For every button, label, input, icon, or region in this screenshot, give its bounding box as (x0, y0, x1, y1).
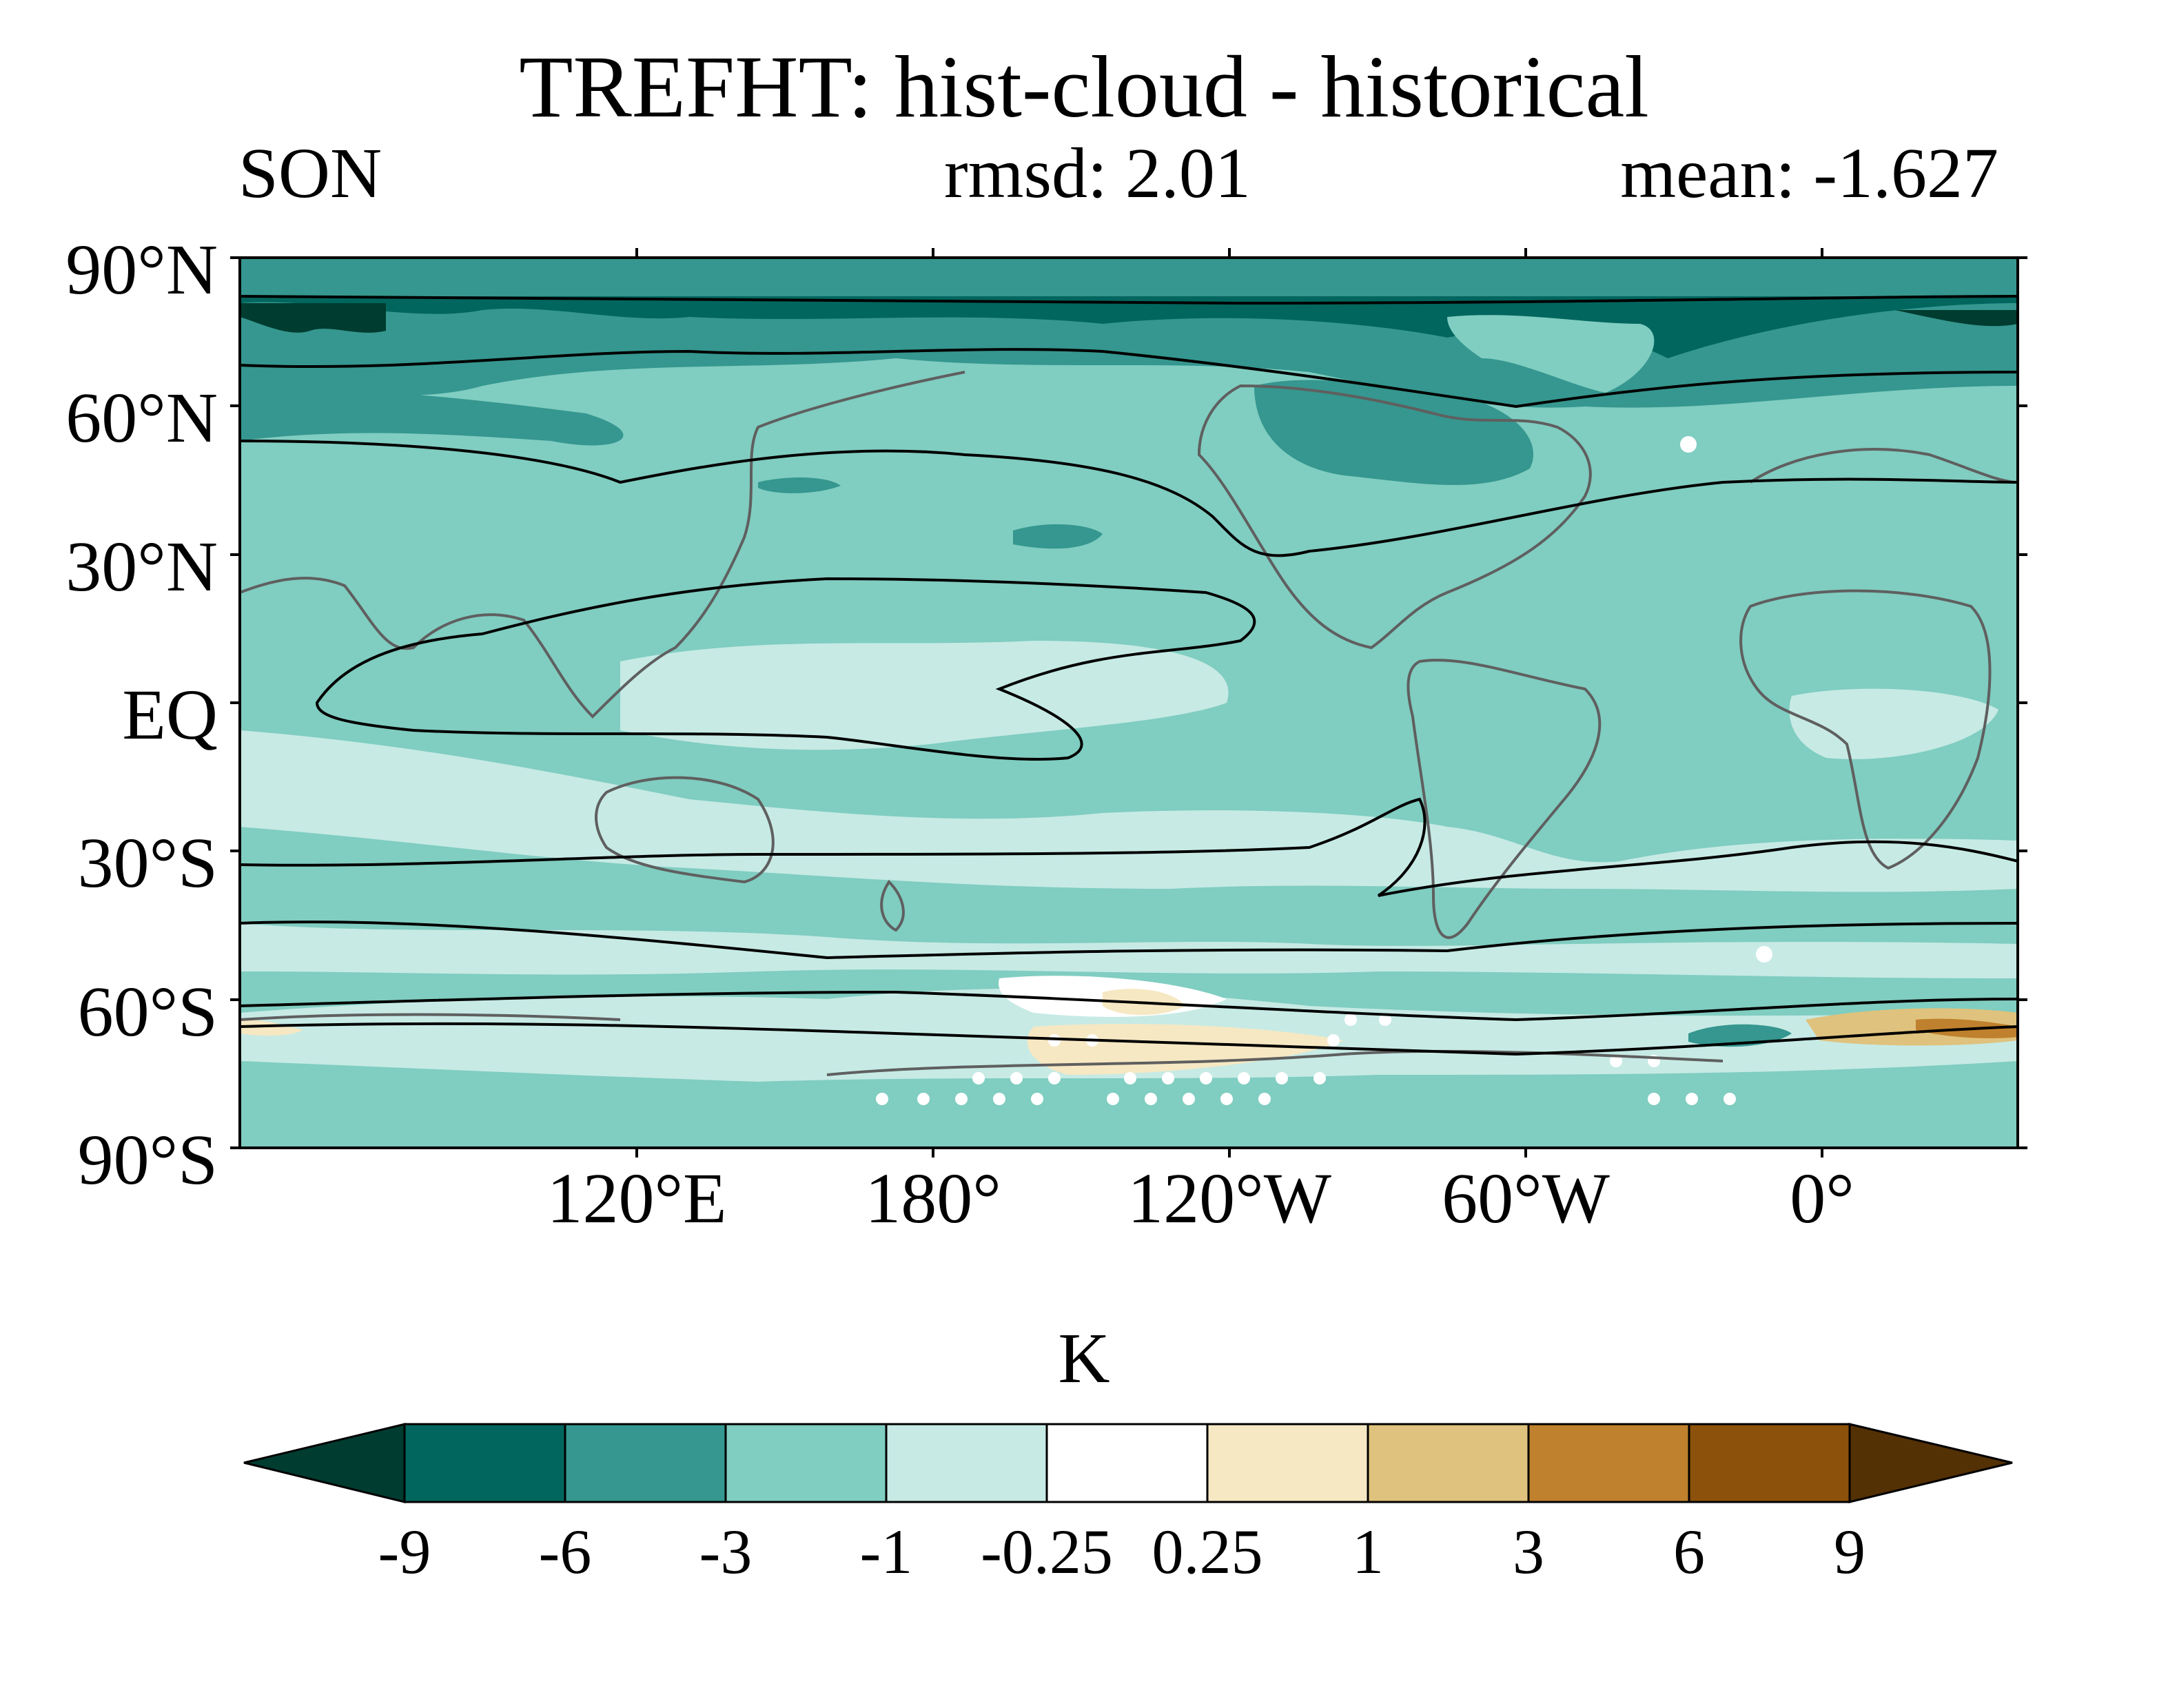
colorbar-bin (1206, 1423, 1369, 1503)
lat-label: 90°S (77, 1120, 218, 1200)
lat-label: EQ (122, 675, 218, 754)
colorbar-level-label: 9 (1834, 1516, 1865, 1587)
colorbar-extend-high (1848, 1423, 2013, 1503)
colorbar-level-label: -6 (538, 1516, 592, 1587)
arctic-dark-band (240, 296, 2018, 358)
colorbar (243, 1423, 2013, 1503)
lat-label: 90°N (65, 230, 218, 309)
greenland-patch (1447, 315, 1655, 393)
colorbar-bin (403, 1423, 566, 1503)
lon-label: 120°E (546, 1159, 727, 1238)
difference-field (240, 258, 2018, 1148)
lat-label: 60°S (77, 972, 218, 1051)
tropical-light-band (620, 641, 1229, 750)
colorbar-bin (1527, 1423, 1690, 1503)
north-america-patch (1254, 380, 1533, 485)
map-ticks (230, 248, 2027, 1157)
colorbar-bin (1045, 1423, 1209, 1503)
significance-dots (876, 436, 1772, 1105)
lat-label: 30°N (65, 527, 218, 606)
map-title: TREFHT: hist-cloud - historical (519, 38, 1649, 136)
mean-label: mean: -1.627 (1620, 134, 1998, 213)
asia-patch (240, 386, 624, 446)
colorbar-level-label: -1 (859, 1516, 913, 1587)
colorbar-level-label: -9 (378, 1516, 431, 1587)
season-label: SON (238, 134, 382, 213)
colorbar-level-label: -0.25 (981, 1516, 1113, 1587)
colorbar-bin (1367, 1423, 1530, 1503)
southern-light-band (240, 730, 2018, 892)
colorbar-level-label: 3 (1513, 1516, 1544, 1587)
colorbar-bin (724, 1423, 888, 1503)
lon-label: 60°W (1442, 1159, 1610, 1238)
climatology-contours (240, 295, 2018, 1056)
lon-label: 120°W (1127, 1159, 1331, 1238)
colorbar-bin (1688, 1423, 1851, 1503)
lon-label: 0° (1790, 1159, 1854, 1238)
colorbar-level-label: 6 (1673, 1516, 1705, 1587)
colorbar-level-label: 1 (1352, 1516, 1384, 1587)
colorbar-level-label: -3 (699, 1516, 753, 1587)
colorbar-bin (885, 1423, 1048, 1503)
colorbar-unit: K (1058, 1319, 1110, 1398)
lon-label: 180° (865, 1159, 1001, 1238)
colorbar-bin (564, 1423, 727, 1503)
colorbar-extend-low (243, 1423, 406, 1503)
lat-label: 30°S (77, 823, 218, 903)
rmsd-label: rmsd: 2.01 (944, 134, 1251, 213)
lat-label: 60°N (65, 378, 218, 457)
colorbar-level-label: 0.25 (1152, 1516, 1263, 1587)
coastlines (240, 371, 2018, 1076)
ross-sea-warm (1027, 1024, 1344, 1075)
